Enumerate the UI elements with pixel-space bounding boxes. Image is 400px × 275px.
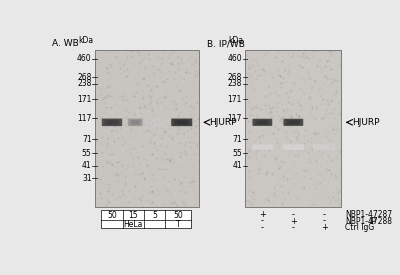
Text: 31: 31 [82, 174, 92, 183]
Text: 268: 268 [228, 73, 242, 82]
Text: +: + [259, 210, 266, 219]
FancyBboxPatch shape [313, 144, 336, 150]
Text: HJURP: HJURP [352, 118, 379, 127]
Text: -: - [292, 223, 295, 232]
Text: 71: 71 [82, 135, 92, 144]
FancyBboxPatch shape [283, 144, 304, 150]
Text: 55: 55 [82, 149, 92, 158]
FancyBboxPatch shape [102, 119, 122, 126]
Text: 117: 117 [228, 114, 242, 123]
Text: 5: 5 [152, 211, 157, 220]
Text: 117: 117 [77, 114, 92, 123]
Text: 55: 55 [232, 149, 242, 158]
FancyBboxPatch shape [154, 120, 159, 124]
Text: 171: 171 [77, 95, 92, 104]
FancyBboxPatch shape [289, 120, 298, 124]
Bar [245, 50, 341, 207]
Bar [95, 50, 199, 207]
FancyBboxPatch shape [128, 119, 143, 126]
Text: 15: 15 [128, 211, 138, 220]
Text: 238: 238 [77, 79, 92, 88]
Text: 50: 50 [107, 211, 117, 220]
FancyBboxPatch shape [284, 119, 303, 126]
FancyBboxPatch shape [286, 120, 300, 125]
Text: 41: 41 [82, 161, 92, 170]
FancyBboxPatch shape [107, 120, 117, 124]
Text: NBP1-47287: NBP1-47287 [345, 210, 392, 219]
FancyBboxPatch shape [130, 119, 141, 125]
FancyBboxPatch shape [171, 119, 192, 126]
Text: T: T [176, 220, 180, 229]
Text: -: - [261, 216, 264, 226]
FancyBboxPatch shape [174, 119, 190, 125]
Text: +: + [290, 216, 297, 226]
FancyBboxPatch shape [252, 119, 272, 126]
FancyBboxPatch shape [152, 119, 160, 125]
Text: 50: 50 [173, 211, 183, 220]
Text: 71: 71 [232, 135, 242, 144]
FancyBboxPatch shape [255, 120, 270, 125]
Text: HeLa: HeLa [123, 220, 143, 229]
Text: IP: IP [369, 216, 376, 226]
Text: 238: 238 [228, 79, 242, 88]
Text: NBP1-47288: NBP1-47288 [345, 216, 392, 226]
FancyBboxPatch shape [151, 119, 162, 126]
Text: 268: 268 [77, 73, 92, 82]
Text: +: + [321, 223, 328, 232]
Text: Ctrl IgG: Ctrl IgG [345, 223, 374, 232]
Text: kDa: kDa [229, 36, 244, 45]
Text: 460: 460 [227, 54, 242, 63]
Text: B. IP/WB: B. IP/WB [206, 39, 244, 48]
Text: kDa: kDa [78, 36, 94, 45]
FancyBboxPatch shape [258, 120, 267, 124]
FancyBboxPatch shape [132, 120, 139, 124]
Text: -: - [292, 210, 295, 219]
FancyBboxPatch shape [177, 120, 186, 124]
Text: HJURP: HJURP [209, 118, 236, 127]
Text: A. WB: A. WB [52, 39, 78, 48]
Text: 171: 171 [228, 95, 242, 104]
Text: 41: 41 [232, 161, 242, 170]
Text: -: - [323, 216, 326, 226]
FancyBboxPatch shape [252, 144, 273, 150]
Bar [101, 210, 191, 228]
FancyBboxPatch shape [104, 119, 120, 125]
Text: -: - [323, 210, 326, 219]
Text: -: - [261, 223, 264, 232]
Text: 460: 460 [77, 54, 92, 63]
